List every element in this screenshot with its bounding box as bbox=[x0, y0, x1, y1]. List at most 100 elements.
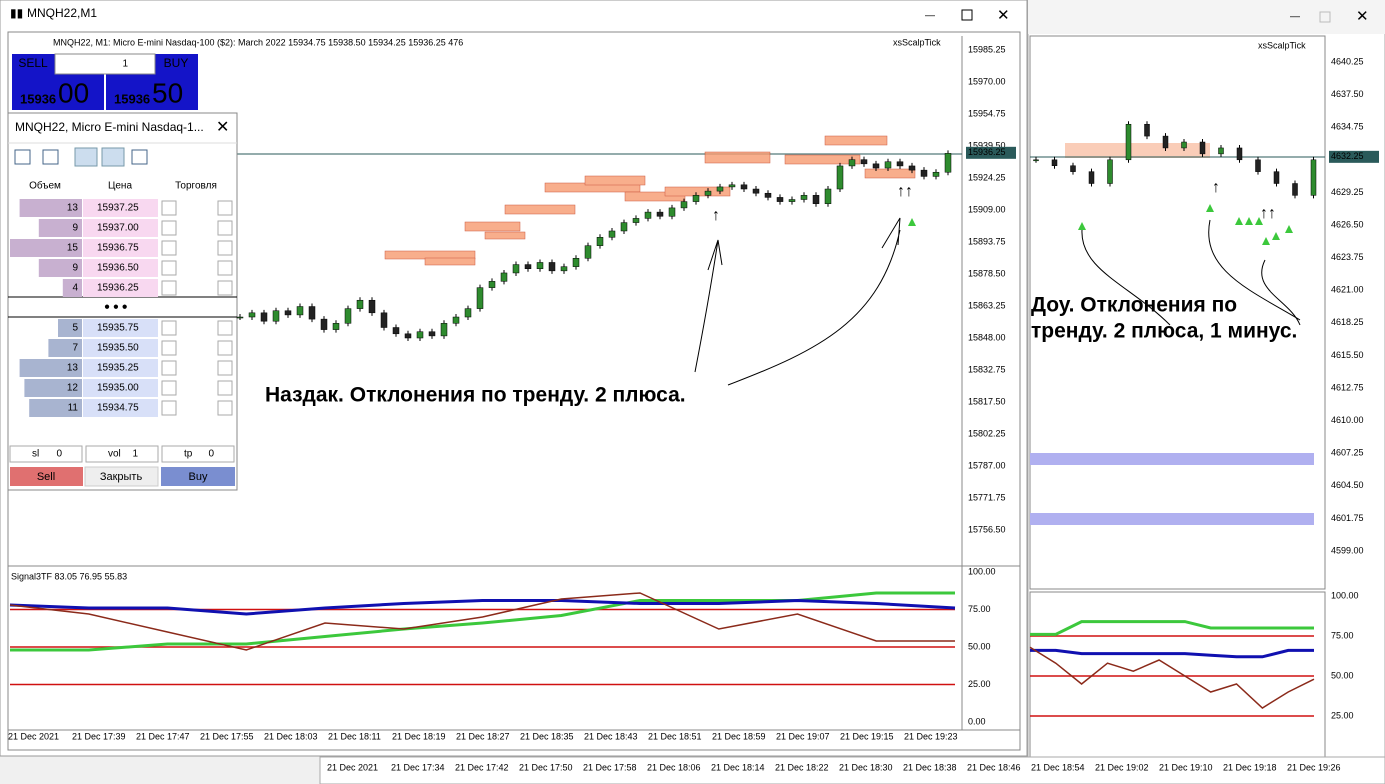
indicator-line bbox=[1029, 646, 1315, 709]
sub-axis-label: 75.00 bbox=[968, 604, 991, 614]
sell-label: SELL bbox=[18, 56, 48, 70]
minimize[interactable]: — bbox=[1290, 12, 1300, 23]
volume: 11 bbox=[68, 403, 79, 414]
candle bbox=[632, 218, 640, 223]
volume: 9 bbox=[72, 223, 78, 234]
order-button[interactable] bbox=[217, 280, 233, 296]
zones bbox=[384, 135, 916, 266]
time-label: 21 Dec 2021 bbox=[8, 731, 59, 741]
order-button[interactable] bbox=[161, 200, 177, 216]
time-label: 21 Dec 18:54 bbox=[1031, 762, 1085, 772]
tool-icon[interactable] bbox=[14, 149, 31, 165]
order-button[interactable] bbox=[161, 380, 177, 396]
price: 15935.00 bbox=[97, 383, 139, 394]
price: 15935.25 bbox=[97, 363, 139, 374]
maximize[interactable] bbox=[1319, 11, 1331, 23]
order-button[interactable] bbox=[161, 400, 177, 416]
close[interactable]: ✕ bbox=[997, 7, 1010, 24]
tool-icon[interactable] bbox=[42, 149, 59, 165]
tool-icon[interactable] bbox=[74, 147, 98, 167]
candle bbox=[572, 258, 580, 267]
order-button[interactable] bbox=[161, 220, 177, 236]
candle bbox=[524, 264, 532, 270]
current-price: 4632.25 bbox=[1331, 151, 1364, 161]
candle bbox=[488, 281, 496, 288]
time-label: 21 Dec 18:27 bbox=[456, 731, 510, 741]
candle bbox=[788, 199, 796, 202]
order-button[interactable] bbox=[161, 360, 177, 376]
tool-icon[interactable] bbox=[101, 147, 125, 167]
volume-bar bbox=[62, 279, 82, 297]
current-price-box bbox=[1329, 150, 1379, 163]
price-label: 15954.75 bbox=[968, 108, 1006, 118]
order-button[interactable] bbox=[217, 340, 233, 356]
minimize[interactable]: — bbox=[925, 11, 935, 22]
price: 15936.75 bbox=[97, 243, 139, 254]
plot-2 bbox=[1029, 35, 1326, 590]
price-label: 4618.25 bbox=[1331, 317, 1364, 327]
order-button[interactable] bbox=[161, 240, 177, 256]
order-button[interactable] bbox=[217, 360, 233, 376]
order-button[interactable] bbox=[161, 260, 177, 276]
sub-axis-label: 100.00 bbox=[968, 566, 996, 576]
candle bbox=[260, 312, 268, 322]
order-button[interactable] bbox=[161, 320, 177, 336]
price-label: 15848.00 bbox=[968, 332, 1006, 342]
price-label: 4601.75 bbox=[1331, 513, 1364, 523]
candle bbox=[596, 237, 604, 246]
price-cell bbox=[83, 219, 158, 237]
volume: 15 bbox=[67, 243, 79, 254]
candle bbox=[380, 312, 388, 328]
close-button[interactable] bbox=[84, 466, 159, 487]
sub-2 bbox=[1029, 591, 1326, 758]
candle bbox=[848, 159, 856, 167]
candle bbox=[440, 323, 448, 337]
field[interactable] bbox=[85, 445, 159, 463]
candle bbox=[236, 316, 244, 319]
zone bbox=[1065, 143, 1210, 158]
time-label: 21 Dec 19:07 bbox=[776, 731, 830, 741]
up-arrow: ↑↑ bbox=[897, 183, 913, 200]
price: 15936.25 bbox=[97, 283, 139, 294]
candle bbox=[428, 331, 436, 337]
candle bbox=[644, 211, 652, 219]
order-button[interactable] bbox=[161, 340, 177, 356]
price-cell bbox=[83, 319, 158, 337]
other-window-axis bbox=[319, 756, 1385, 784]
order-button[interactable] bbox=[217, 220, 233, 236]
signal-arrows: ↑ ↑↑ bbox=[1078, 179, 1293, 245]
sub-axis-label: 100.00 bbox=[1331, 590, 1359, 600]
order-button[interactable] bbox=[217, 380, 233, 396]
field[interactable] bbox=[161, 445, 235, 463]
tool-icon[interactable] bbox=[131, 149, 148, 165]
lot-box[interactable] bbox=[54, 53, 156, 75]
buy-button[interactable] bbox=[161, 467, 235, 486]
indicator-line bbox=[1030, 648, 1314, 659]
time-label: 21 Dec 17:55 bbox=[200, 731, 254, 741]
sell-button[interactable] bbox=[10, 467, 83, 486]
price-cell bbox=[83, 339, 158, 357]
volume-bar bbox=[29, 399, 82, 417]
candle bbox=[548, 262, 556, 272]
order-button[interactable] bbox=[161, 280, 177, 296]
maximize[interactable] bbox=[961, 9, 973, 21]
time-label: 21 Dec 17:34 bbox=[391, 762, 445, 772]
order-button[interactable] bbox=[217, 260, 233, 276]
field[interactable] bbox=[9, 445, 83, 463]
candle bbox=[560, 266, 568, 272]
dom-close[interactable]: ✕ bbox=[216, 119, 229, 136]
volume-bar bbox=[19, 359, 83, 377]
time-label: 21 Dec 18:19 bbox=[392, 731, 446, 741]
candle bbox=[476, 287, 484, 309]
order-button[interactable] bbox=[217, 320, 233, 336]
price-label: 15970.00 bbox=[968, 76, 1006, 86]
volume: 9 bbox=[72, 263, 78, 274]
order-button[interactable] bbox=[217, 240, 233, 256]
close[interactable]: ✕ bbox=[1356, 8, 1369, 25]
order-button[interactable] bbox=[217, 400, 233, 416]
order-button[interactable] bbox=[217, 200, 233, 216]
candle bbox=[500, 272, 508, 282]
annotation: Наздак. Отклонения по тренду. 2 плюса. bbox=[265, 384, 686, 407]
zone bbox=[1030, 513, 1314, 525]
